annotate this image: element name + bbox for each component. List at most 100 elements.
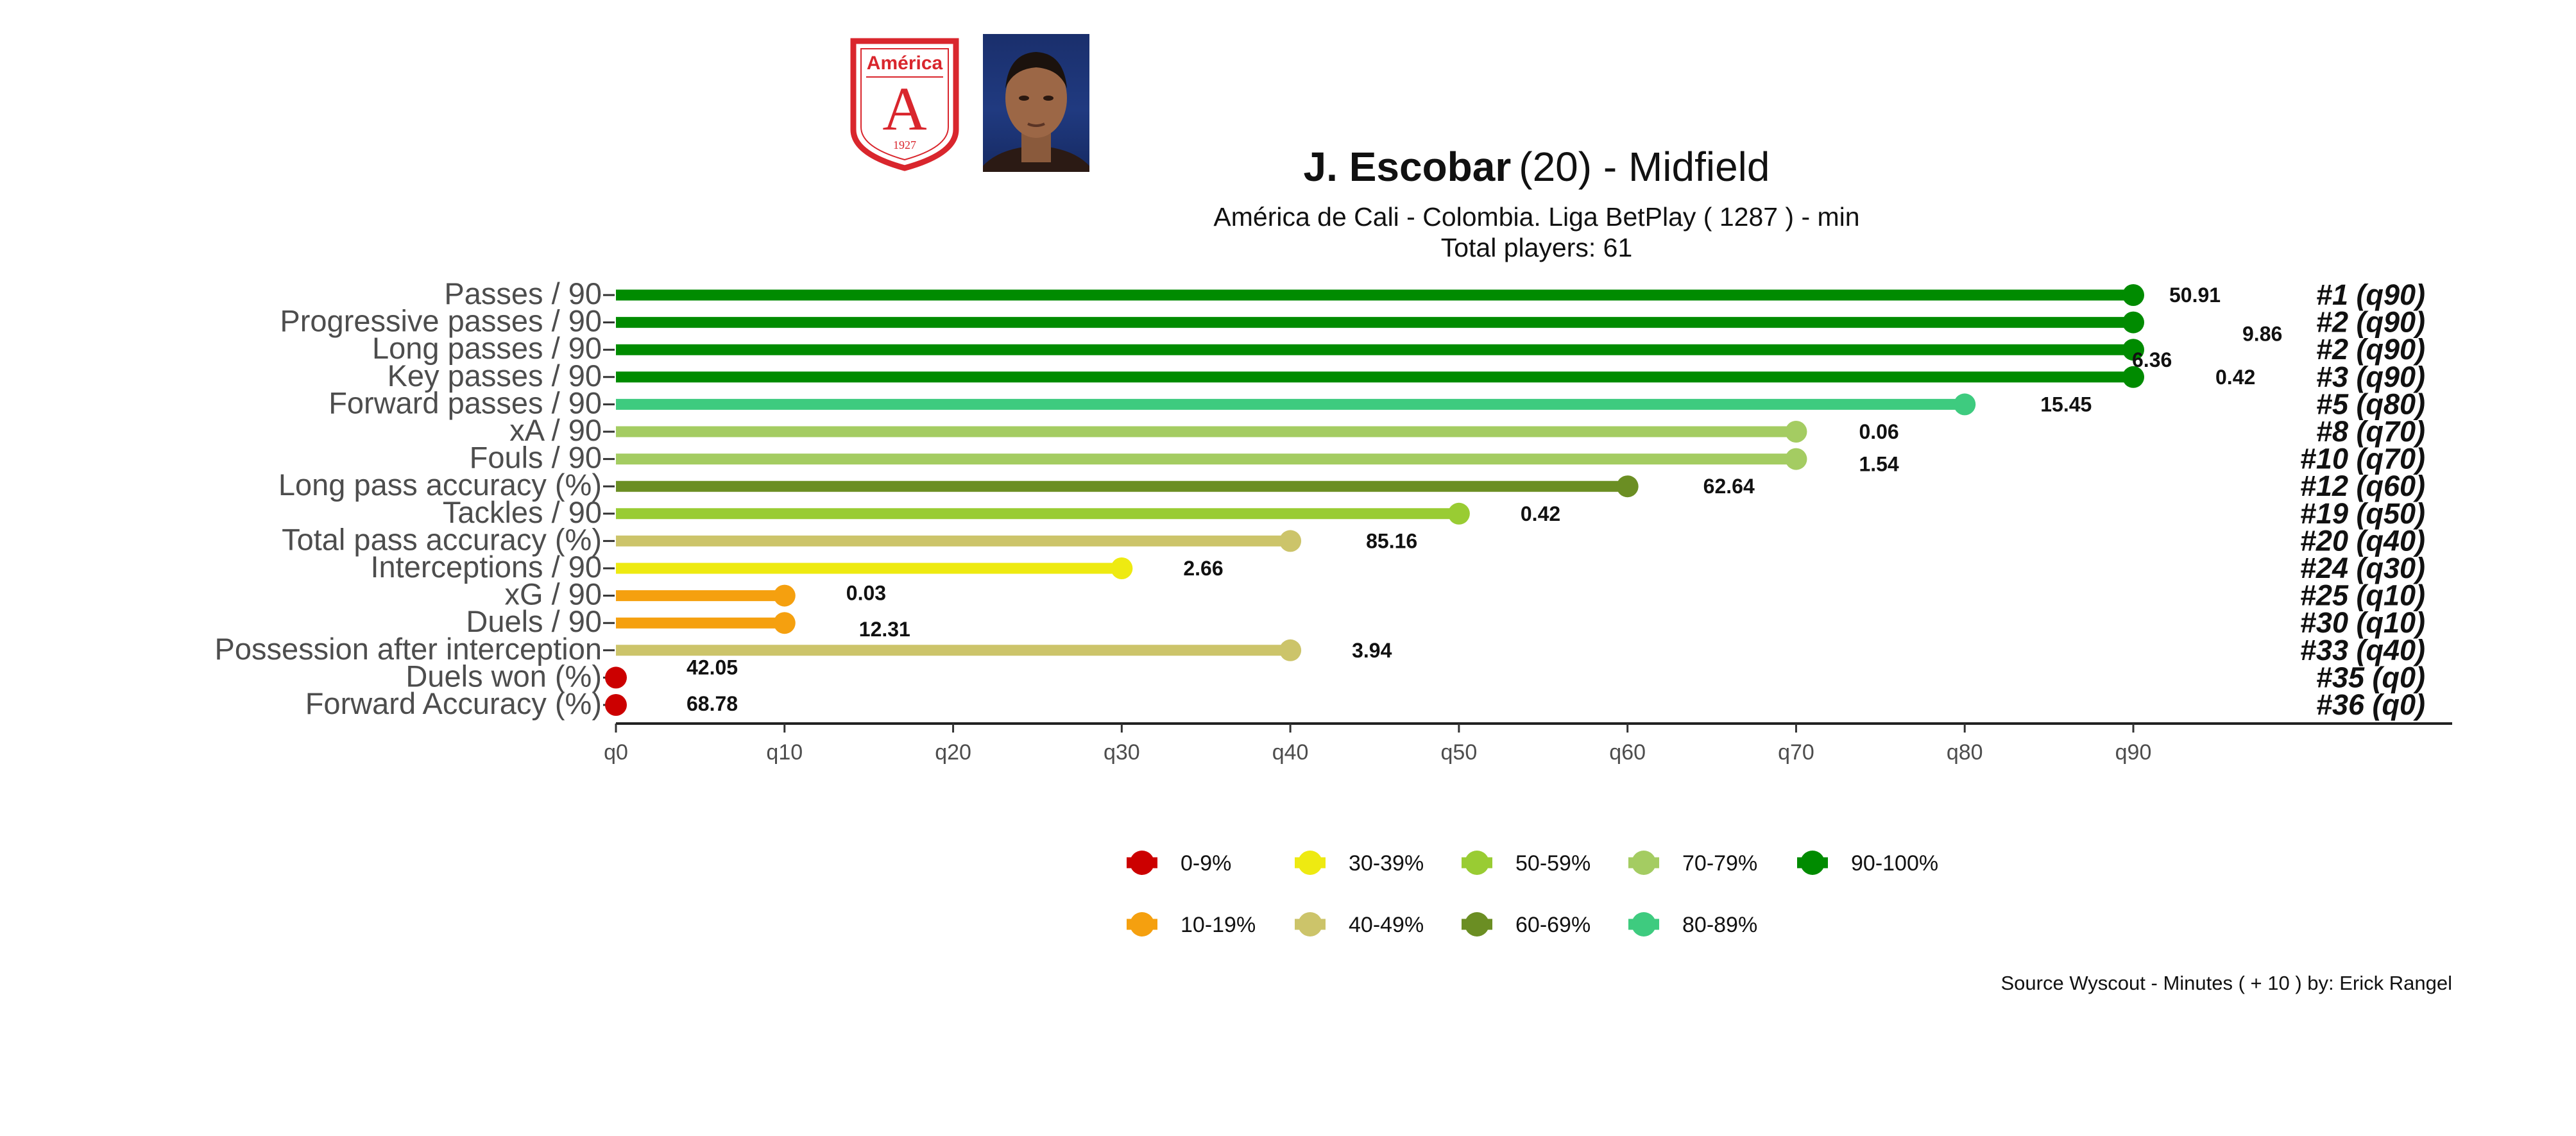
legend-key-dot — [1632, 851, 1656, 875]
legend-key-dot — [1130, 851, 1154, 875]
legend-label: 60-69% — [1515, 913, 1591, 937]
x-tick-label: q60 — [1609, 740, 1646, 765]
bar-dot — [773, 612, 796, 634]
x-tick-label: q90 — [2115, 740, 2152, 765]
legend-key-dot — [1800, 851, 1825, 875]
x-tick-label: q30 — [1104, 740, 1140, 765]
legend-key-dot — [1298, 912, 1322, 937]
x-tick-label: q10 — [766, 740, 803, 765]
rank-label: #36 (q0) — [2316, 688, 2425, 721]
rank-label: #12 (q60) — [2300, 470, 2425, 502]
value-label: 12.31 — [859, 618, 910, 641]
rank-label: #24 (q30) — [2300, 552, 2425, 584]
x-tick-label: q80 — [1947, 740, 1983, 765]
bar-dot — [2122, 339, 2144, 361]
rank-label: #8 (q70) — [2316, 415, 2425, 448]
metric-label: Passes / 90 — [444, 276, 602, 310]
value-label: 68.78 — [687, 692, 738, 715]
x-tick-label: q0 — [604, 740, 628, 765]
bar-dot — [2122, 284, 2144, 306]
rank-label: #2 (q90) — [2316, 333, 2425, 366]
rank-label: #3 (q90) — [2316, 360, 2425, 393]
metric-label: Key passes / 90 — [388, 359, 602, 393]
legend-item: 70-79% — [1628, 851, 1757, 876]
legend-key-dot — [1465, 851, 1489, 875]
x-tick-label: q50 — [1441, 740, 1478, 765]
metric-label: Possession after interception — [215, 632, 602, 666]
metric-row: Forward passes / 90 15.45 #5 (q80) — [328, 386, 2425, 420]
metric-label: Duels won (%) — [405, 659, 602, 693]
rank-label: #35 (q0) — [2316, 661, 2425, 693]
legend-item: 30-39% — [1295, 851, 1424, 876]
legend-label: 70-79% — [1682, 851, 1757, 876]
legend-label: 40-49% — [1349, 913, 1424, 937]
metric-label: Long pass accuracy (%) — [278, 468, 602, 502]
bar-dot — [2122, 311, 2144, 334]
legend-label: 10-19% — [1181, 913, 1256, 937]
metric-row: Progressive passes / 90 9.86 #2 (q90) — [280, 304, 2425, 346]
legend-key-dot — [1298, 851, 1322, 875]
value-label: 3.94 — [1352, 639, 1392, 662]
legend-item: 50-59% — [1462, 851, 1591, 876]
metric-row: Duels / 90 12.31 #30 (q10) — [466, 604, 2425, 641]
metric-row: Key passes / 90 0.42 #3 (q90) — [388, 359, 2425, 393]
legend-label: 0-9% — [1181, 851, 1231, 876]
metric-label: Forward passes / 90 — [328, 386, 602, 420]
rank-label: #25 (q10) — [2300, 579, 2425, 612]
value-label: 0.03 — [846, 582, 886, 605]
legend-key-dot — [1465, 912, 1489, 937]
metric-row: Total pass accuracy (%) 85.16 #20 (q40) — [282, 522, 2425, 557]
bar-dot — [1785, 421, 1807, 443]
x-tick-label: q20 — [935, 740, 971, 765]
bar-dot — [1954, 393, 1976, 416]
bar-dot — [1616, 475, 1639, 498]
legend-key-dot — [1632, 912, 1656, 937]
metric-row: Tackles / 90 0.42 #19 (q50) — [443, 495, 2425, 530]
badge-name: América — [867, 53, 943, 74]
value-label: 85.16 — [1366, 529, 1417, 552]
metric-row: Interceptions / 90 2.66 #24 (q30) — [370, 550, 2425, 584]
legend-label: 50-59% — [1515, 851, 1591, 876]
metric-label: Duels / 90 — [466, 604, 602, 638]
source-caption: Source Wyscout - Minutes ( + 10 ) by: Er… — [2000, 972, 2452, 994]
bar-dot — [1785, 448, 1807, 470]
rank-label: #1 (q90) — [2316, 278, 2425, 311]
bar-dot — [2122, 366, 2144, 388]
value-label: 0.42 — [2215, 366, 2255, 389]
value-label: 50.91 — [2169, 284, 2221, 307]
player-age-position: (20) - Midfield — [1519, 144, 1770, 190]
player-photo — [983, 34, 1089, 172]
bar-dot — [1279, 530, 1302, 552]
value-label: 42.05 — [687, 656, 738, 679]
legend-item: 80-89% — [1628, 912, 1757, 937]
value-label: 1.54 — [1859, 453, 1898, 476]
legend-label: 90-100% — [1851, 851, 1938, 876]
chart-subtitle: América de Cali - Colombia. Liga BetPlay… — [1213, 202, 1859, 232]
chart-title: J. Escobar (20) - Midfield — [1304, 144, 1770, 190]
bar-dot — [605, 666, 627, 689]
legend-key-dot — [1130, 912, 1154, 937]
legend-label: 30-39% — [1349, 851, 1424, 876]
badge-letter: A — [882, 74, 926, 143]
value-label: 0.06 — [1859, 420, 1898, 443]
metric-row: xG / 90 0.03 #25 (q10) — [504, 577, 2425, 612]
metric-label: Progressive passes / 90 — [280, 304, 602, 338]
value-label: 2.66 — [1183, 557, 1223, 580]
metric-row: Fouls / 90 1.54 #10 (q70) — [470, 441, 2425, 476]
metric-row: Possession after interception 3.94 #33 (q4… — [215, 632, 2426, 666]
legend-label: 80-89% — [1682, 913, 1757, 937]
legend-item: 40-49% — [1295, 912, 1424, 937]
value-label: 62.64 — [1703, 475, 1755, 498]
rank-label: #5 (q80) — [2316, 387, 2425, 420]
rank-label: #30 (q10) — [2300, 606, 2425, 639]
legend-item: 10-19% — [1127, 912, 1256, 937]
metric-label: xG / 90 — [504, 577, 602, 611]
value-label: 0.42 — [1521, 502, 1560, 525]
metric-row: Passes / 90 50.91 #1 (q90) — [444, 276, 2425, 311]
rank-label: #20 (q40) — [2300, 524, 2425, 557]
metric-row: xA / 90 0.06 #8 (q70) — [509, 413, 2425, 448]
x-tick-label: q40 — [1272, 740, 1309, 765]
legend-item: 0-9% — [1127, 851, 1231, 876]
bar-dot — [1111, 557, 1133, 579]
